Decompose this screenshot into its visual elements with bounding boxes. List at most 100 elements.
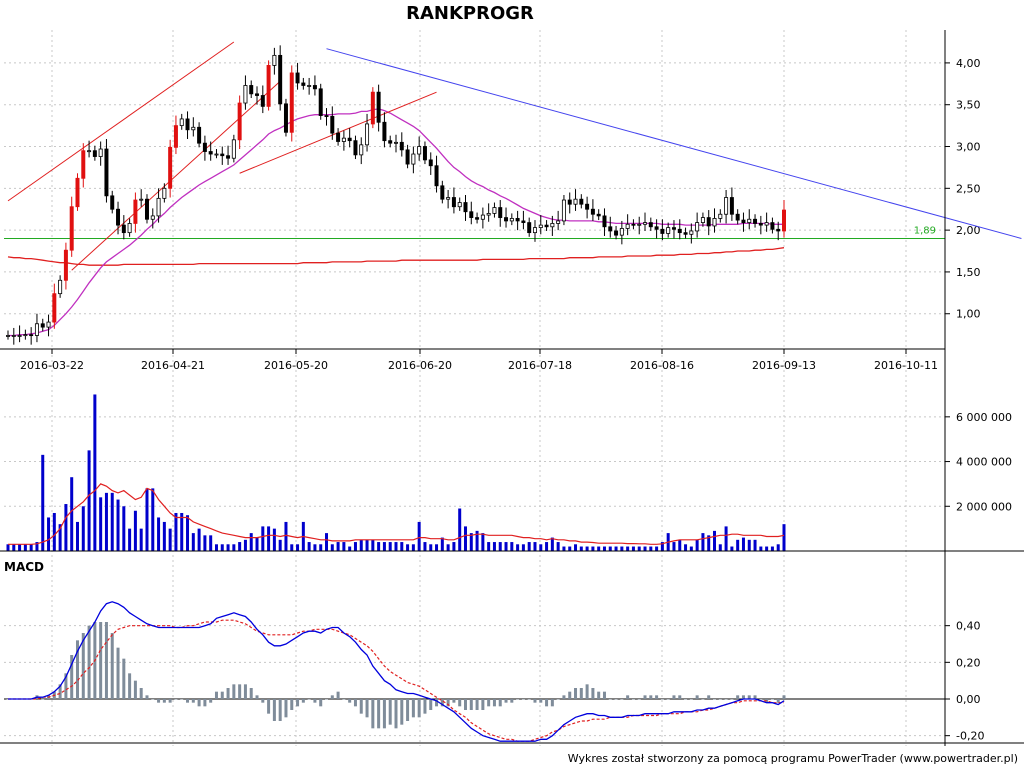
volume-bar: [545, 542, 549, 551]
macd-histogram-bar: [556, 699, 560, 700]
macd-histogram-bar: [626, 695, 630, 699]
macd-histogram-bar: [151, 699, 155, 700]
x-tick-label: 2016-09-13: [752, 359, 816, 372]
volume-bar: [504, 542, 508, 551]
candle-down: [144, 198, 149, 220]
macd-histogram-bar: [550, 699, 554, 707]
candle-down: [249, 85, 254, 95]
volume-bar: [284, 521, 288, 551]
volume-bar: [348, 546, 352, 551]
y-tick-label: 4,00: [956, 57, 981, 70]
candle-up: [162, 187, 167, 199]
macd-histogram-bar: [400, 699, 404, 725]
candle-up: [764, 222, 769, 226]
y-tick-label: 0,20: [956, 656, 981, 669]
candle-down: [776, 228, 781, 232]
volume-bar: [637, 546, 641, 551]
macd-histogram-bar: [365, 699, 369, 718]
macd-histogram-bar: [649, 695, 653, 699]
candle-up: [666, 227, 671, 234]
candle-down: [440, 185, 445, 200]
candle-up: [46, 321, 51, 328]
macd-histogram-bar: [87, 625, 91, 699]
candle-down: [185, 118, 190, 131]
macd-lines: [8, 601, 785, 742]
candle-up: [365, 123, 370, 146]
macd-histogram-bar: [290, 699, 294, 710]
volume-bar: [232, 544, 236, 551]
macd-histogram-bar: [608, 699, 612, 700]
candle-down: [602, 215, 607, 228]
candle-up: [6, 335, 10, 337]
candle-down: [347, 137, 352, 142]
volume-bar: [313, 544, 317, 551]
macd-histogram-bar: [637, 699, 641, 700]
macd-histogram-bar: [116, 647, 120, 699]
volume-bar: [568, 546, 572, 551]
candle-up: [231, 139, 236, 159]
volume-bar: [608, 546, 612, 551]
candle-up: [643, 222, 648, 225]
candle-down: [451, 197, 456, 208]
volume-bar: [556, 542, 560, 551]
candle-up: [139, 198, 144, 201]
footer-credit: Wykres został stworzony za pomocą progra…: [568, 752, 1018, 765]
candle-down: [527, 222, 532, 234]
candle-up: [17, 335, 22, 337]
candle-up: [58, 279, 63, 295]
candle-down: [336, 132, 341, 142]
candle-down: [660, 228, 665, 234]
volume-bar: [498, 542, 502, 551]
macd-histogram-bar: [695, 695, 699, 699]
macd-histogram-bar: [307, 699, 311, 700]
volume-bar: [452, 542, 456, 551]
volume-average-polyline: [8, 483, 785, 545]
volume-bar: [782, 524, 786, 551]
macd-histogram-bar: [527, 699, 531, 700]
volume-bar: [365, 539, 369, 551]
y-tick-label: 3,00: [956, 141, 981, 154]
candle-down: [255, 93, 260, 96]
macd-histogram-bar: [440, 699, 444, 707]
candle-down: [590, 208, 595, 215]
y-tick-label: 6 000 000: [956, 411, 1012, 424]
macd-histogram-bar: [342, 699, 346, 700]
candle-down: [585, 203, 590, 210]
candle-down: [521, 220, 526, 224]
candle-up: [724, 197, 729, 215]
candle-down: [706, 217, 711, 227]
candle-down: [295, 72, 300, 84]
candle-up: [619, 228, 624, 236]
volume-bar: [151, 488, 155, 551]
candle-up: [150, 215, 155, 220]
macd-histogram-bar: [631, 699, 635, 700]
volume-bar: [75, 521, 79, 551]
macd-histogram-bar: [730, 699, 734, 700]
candle-up: [480, 214, 485, 220]
macd-histogram-bar: [429, 699, 433, 710]
volume-bar: [446, 544, 450, 551]
volume-bar: [336, 542, 340, 551]
macd-histogram-bar: [747, 695, 751, 699]
candle-down: [683, 232, 688, 235]
macd-histogram-bar: [255, 695, 259, 699]
macd-histogram-bar: [452, 699, 456, 703]
volume-bar: [278, 539, 282, 551]
volume-bar: [487, 542, 491, 551]
volume-bar: [353, 542, 357, 551]
volume-bar: [35, 542, 39, 551]
volume-bar: [492, 542, 496, 551]
volume-bar: [417, 521, 421, 551]
candle-down: [729, 197, 734, 215]
volume-bar: [463, 526, 467, 551]
macd-histogram-bar: [516, 699, 520, 700]
candle-down: [283, 103, 288, 133]
volume-bar: [527, 542, 531, 551]
x-tick-label: 2016-05-20: [264, 359, 328, 372]
volume-bar: [81, 506, 85, 551]
candle-down: [631, 223, 636, 226]
volume-bar: [620, 546, 624, 551]
volume-bar: [394, 542, 398, 551]
volume-bar: [93, 394, 97, 551]
macd-histogram-bar: [168, 699, 172, 703]
